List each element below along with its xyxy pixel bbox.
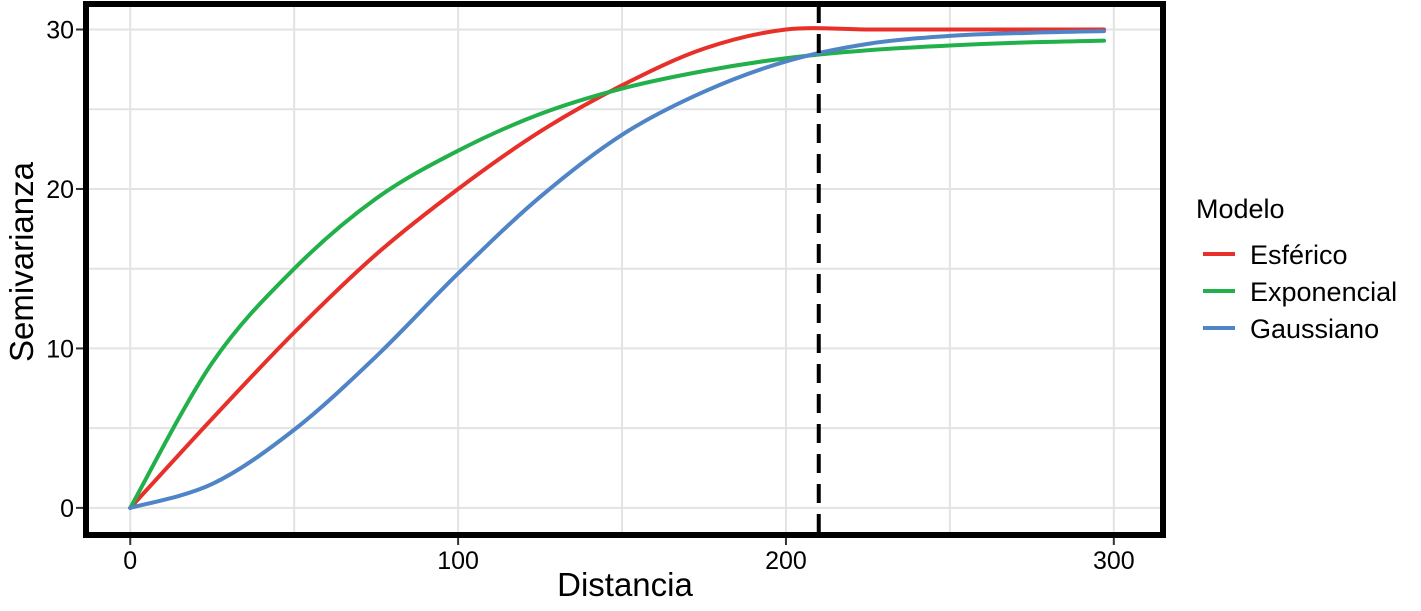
- legend-label: Esférico: [1250, 240, 1348, 270]
- legend-items: Esférico Exponencial Gaussiano: [1203, 240, 1397, 344]
- x-axis-title: Distancia: [557, 566, 693, 603]
- series-line-exponencial: [128, 38, 1106, 510]
- x-tick-label: 100: [437, 547, 479, 575]
- legend: Modelo Esférico Exponencial Gaussiano: [1196, 194, 1397, 344]
- y-axis-title: Semivarianza: [3, 161, 40, 362]
- x-tick-label: 0: [123, 547, 137, 575]
- series-lines: [128, 26, 1106, 510]
- plot-frame: [83, 1, 1166, 538]
- legend-label: Exponencial: [1250, 277, 1397, 307]
- y-tick-label: 30: [46, 17, 74, 45]
- series-line-gaussiano: [128, 29, 1106, 510]
- x-tick-label: 300: [1093, 547, 1135, 575]
- legend-label: Gaussiano: [1250, 314, 1379, 344]
- y-tick-label: 20: [46, 176, 74, 204]
- legend-title: Modelo: [1196, 194, 1285, 224]
- y-axis-ticks: 0 10 20 30: [46, 17, 83, 523]
- y-tick-label: 10: [46, 335, 74, 363]
- x-axis-ticks: 0 100 200 300: [123, 538, 1135, 575]
- x-tick-label: 200: [765, 547, 807, 575]
- y-tick-label: 0: [60, 495, 74, 523]
